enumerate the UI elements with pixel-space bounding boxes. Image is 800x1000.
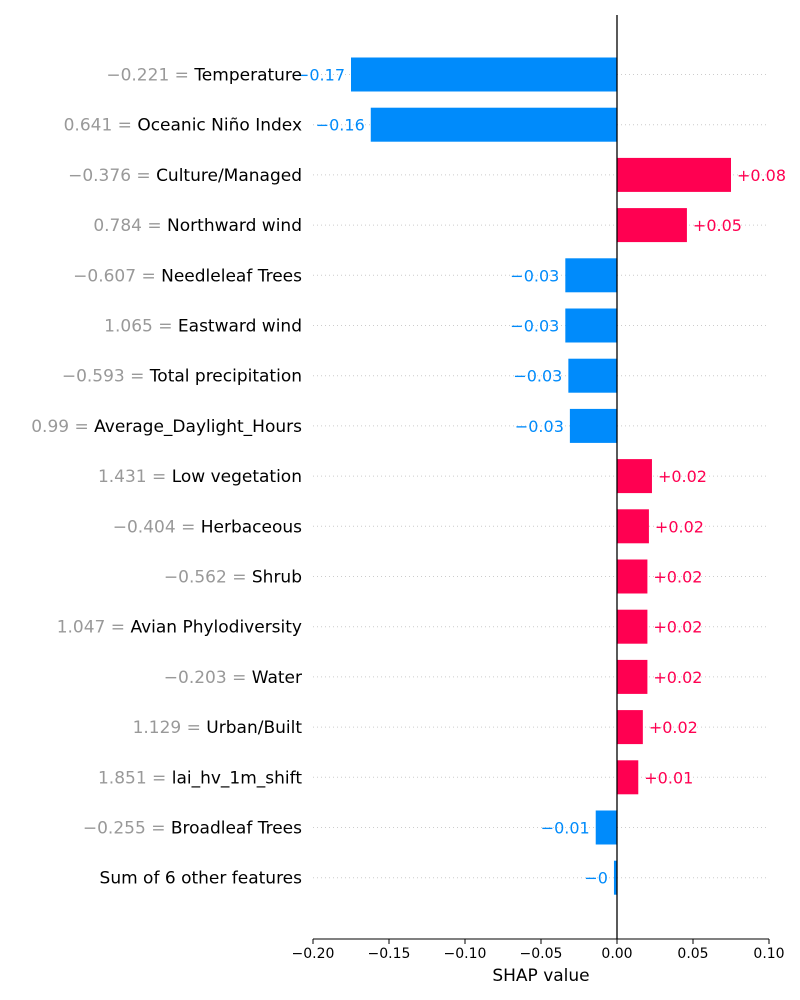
bar [565,308,617,343]
x-tick-label: −0.20 [292,946,335,962]
bar-value-label: +0.02 [655,517,704,536]
row-label: −0.404 = Herbaceous [113,517,302,537]
bar-value-label: −0.16 [316,116,365,135]
feature-value: −0.221 = [106,66,194,86]
x-tick-label: −0.10 [444,946,487,962]
feature-value: 1.065 = [104,317,178,337]
bar [370,107,617,142]
row-label: −0.255 = Broadleaf Trees [83,819,302,839]
feature-value: −0.607 = [73,266,161,286]
bar [617,157,731,192]
feature-name: Avian Phylodiversity [130,618,302,638]
feature-name: Urban/Built [206,718,302,738]
bar-value-label: +0.02 [653,668,702,687]
row-label: 1.851 = lai_hv_1m_shift [98,768,302,788]
feature-value: 1.129 = [133,718,207,738]
bar-value-label: +0.02 [653,618,702,637]
x-tick-label: 0.00 [601,946,632,962]
bar [565,258,617,293]
bar [617,659,648,694]
row-label: −0.221 = Temperature [106,66,302,86]
bar-value-label: −0.03 [510,266,559,285]
bar [595,810,617,845]
feature-name: Low vegetation [172,467,302,487]
row-label: 1.129 = Urban/Built [133,718,303,738]
bar-value-label: +0.01 [644,768,693,787]
row-label: −0.376 = Culture/Managed [68,166,302,186]
bar-value-label: +0.05 [693,216,742,235]
row-label: 1.047 = Avian Phylodiversity [57,618,302,638]
bar-value-label: −0.03 [515,417,564,436]
row-label: 1.431 = Low vegetation [98,467,302,487]
feature-name: Herbaceous [201,517,302,537]
bar [617,208,687,243]
x-axis-title: SHAP value [492,966,589,986]
row-label: −0.562 = Shrub [164,568,302,588]
bar-value-label: +0.02 [658,467,707,486]
bar-value-label: −0.03 [513,367,562,386]
row-label: Sum of 6 other features [100,869,303,889]
x-tick-label: −0.15 [368,946,411,962]
feature-value: −0.562 = [164,568,252,588]
bar-value-label: −0.01 [541,819,590,838]
bar [351,57,617,92]
row-label: −0.203 = Water [164,668,302,688]
feature-value: −0.203 = [164,668,252,688]
row-label: 0.99 = Average_Daylight_Hours [31,417,302,437]
row-label: 1.065 = Eastward wind [104,317,302,337]
bar-value-label: −0.17 [296,66,345,85]
x-axis: −0.20 −0.15 −0.10 −0.05 0.00 0.05 0.10 [292,938,785,962]
x-tick-label: −0.05 [520,946,563,962]
row-gridlines [313,74,769,879]
feature-value: −0.404 = [113,517,201,537]
feature-name: Broadleaf Trees [171,819,302,839]
feature-value: 1.851 = [98,768,172,788]
feature-value: −0.255 = [83,819,171,839]
row-label: 0.784 = Northward wind [93,216,302,236]
feature-name: Average_Daylight_Hours [94,417,302,437]
feature-value: 1.431 = [98,467,172,487]
feature-name: Water [252,668,302,688]
feature-value: 0.784 = [93,216,167,236]
bar [569,408,617,443]
bar-value-label: +0.02 [649,718,698,737]
bar [617,459,652,494]
bar-value-label: −0.03 [510,317,559,336]
feature-name: Sum of 6 other features [100,869,303,889]
bar [617,710,643,745]
feature-value: −0.593 = [62,367,150,387]
bar [617,760,639,795]
feature-name: Oceanic Niño Index [137,116,302,136]
bar [617,559,648,594]
row-label: 0.641 = Oceanic Niño Index [64,116,302,136]
row-labels: −0.17−0.221 = Temperature−0.160.641 = Oc… [31,66,786,889]
row-label: −0.593 = Total precipitation [62,367,302,387]
bar [613,860,617,895]
feature-value: 0.99 = [31,417,94,437]
bar-value-label: +0.08 [737,166,786,185]
bar-value-label: +0.02 [653,568,702,587]
bar [617,609,648,644]
feature-name: lai_hv_1m_shift [172,768,303,788]
bar [617,509,649,544]
bar [568,358,617,393]
feature-value: 0.641 = [64,116,138,136]
bars [351,57,731,895]
bar-value-label: −0 [584,869,608,888]
feature-value: −0.376 = [68,166,156,186]
x-tick-label: 0.05 [677,946,708,962]
feature-name: Culture/Managed [156,166,302,186]
feature-name: Temperature [193,66,302,86]
x-tick-label: 0.10 [753,946,784,962]
feature-name: Eastward wind [178,317,302,337]
feature-name: Needleleaf Trees [161,266,302,286]
feature-name: Shrub [252,568,302,588]
feature-name: Total precipitation [149,367,302,387]
row-label: −0.607 = Needleleaf Trees [73,266,302,286]
feature-name: Northward wind [167,216,302,236]
feature-value: 1.047 = [57,618,131,638]
